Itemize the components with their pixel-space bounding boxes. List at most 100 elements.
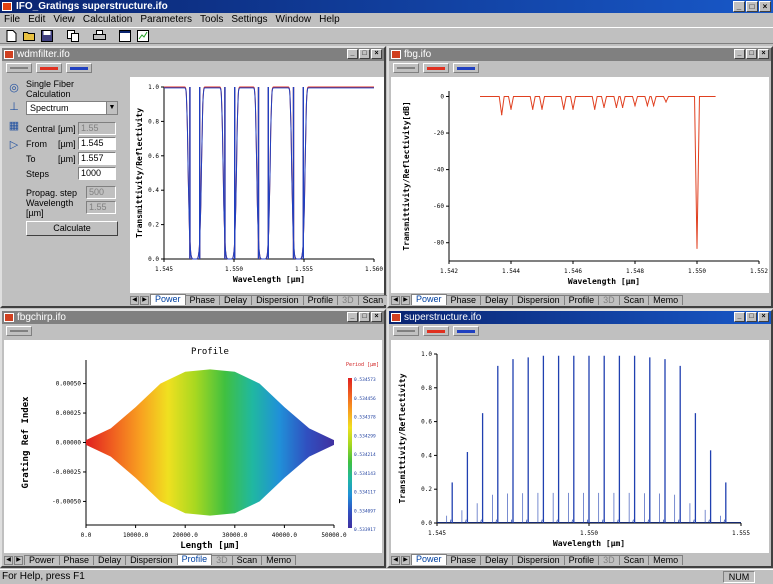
tab-delay[interactable]: Delay [219,295,253,305]
tab-power[interactable]: Power [411,294,447,305]
close-button[interactable]: × [758,312,769,322]
menu-parameters[interactable]: Parameters [140,14,193,25]
mode-select[interactable]: Spectrum ▼ [26,101,118,115]
plot-area[interactable]: 1.542 1.544 1.546 1.548 1.550 1.552 0 -20 -40 -60… [391,77,769,293]
menu-file[interactable]: File [4,14,21,25]
window-fbgchirp[interactable]: fbgchirp.ifo _ □ × 0.0 10000.0 20000.0 3000… [0,309,386,568]
transmission-chart[interactable]: 1.545 1.550 1.555 1.560 0.0 0.2 0.4 0.6 0.8 1.0 Wa… [130,77,384,293]
minimize-button[interactable]: _ [733,1,745,12]
to-field[interactable]: 1.557 [78,152,116,165]
tab-phase[interactable]: Phase [58,555,95,565]
tab-phase[interactable]: Phase [445,555,482,565]
tab-power[interactable]: Power [150,294,186,305]
layout-icon[interactable] [6,326,32,336]
tab-3d[interactable]: 3D [337,295,359,305]
from-field[interactable]: 1.545 [78,137,116,150]
window-title-bar[interactable]: wdmfilter.ifo _ □ × [2,48,384,61]
maximize-button[interactable]: □ [746,312,757,322]
tab-memo[interactable]: Memo [648,295,684,305]
menu-view[interactable]: View [53,14,75,25]
tab-dispersion[interactable]: Dispersion [251,295,304,305]
tab-scroll-right[interactable]: ▶ [401,296,410,305]
profile-chart[interactable]: 0.0 10000.0 20000.0 30000.0 40000.0 50000.0 0.… [4,340,382,553]
tab-scroll-left[interactable]: ◀ [391,556,400,565]
play-icon[interactable]: ▷ [9,139,19,151]
propag-field[interactable]: 500 [86,186,116,199]
print-icon[interactable] [91,29,107,43]
blue-series-toggle[interactable] [453,63,479,73]
menu-edit[interactable]: Edit [28,14,46,25]
tab-dispersion[interactable]: Dispersion [512,555,565,565]
plot-area[interactable]: 1.545 1.550 1.555 1.560 0.0 0.2 0.4 0.6 0.8 1.0 Wa… [130,77,384,293]
tab-3d[interactable]: 3D [598,295,620,305]
tab-memo[interactable]: Memo [261,555,297,565]
new-icon[interactable] [3,29,19,43]
blue-series-toggle[interactable] [453,326,479,336]
window-title-bar[interactable]: fbgchirp.ifo _ □ × [2,311,384,324]
tab-profile[interactable]: Profile [563,555,600,565]
tab-memo[interactable]: Memo [648,555,684,565]
open-icon[interactable] [21,29,37,43]
wavelength-field[interactable]: 1.55 [86,201,116,214]
window-fbg[interactable]: fbg.ifo _ □ × 1.542 1.544 1.546 1.548 1.550 1… [387,46,773,308]
tab-phase[interactable]: Phase [445,295,482,305]
calculate-button[interactable]: Calculate [26,221,118,236]
steps-field[interactable]: 1000 [78,167,116,180]
close-button[interactable]: × [371,49,382,59]
save-icon[interactable] [39,29,55,43]
minimize-button[interactable]: _ [347,49,358,59]
tab-power[interactable]: Power [411,554,447,565]
menu-help[interactable]: Help [319,14,340,25]
maximize-button[interactable]: □ [359,49,370,59]
tab-delay[interactable]: Delay [93,555,127,565]
layout-icon[interactable] [6,63,32,73]
tab-profile[interactable]: Profile [302,295,339,305]
maximize-button[interactable]: □ [746,1,758,12]
minimize-button[interactable]: _ [734,312,745,322]
maximize-button[interactable]: □ [359,312,370,322]
tab-scroll-left[interactable]: ◀ [391,296,400,305]
tab-scroll-left[interactable]: ◀ [130,296,139,305]
tab-scroll-right[interactable]: ▶ [14,556,23,565]
central-field[interactable]: 1.55 [78,122,116,135]
minimize-button[interactable]: _ [734,49,745,59]
blue-series-toggle[interactable] [66,63,92,73]
tab-scan[interactable]: Scan [357,295,389,305]
tab-power[interactable]: Power [24,555,60,565]
tab-scroll-right[interactable]: ▶ [140,296,149,305]
window-superstructure[interactable]: superstructure.ifo _ □ × 1.545 1.550 1.555… [387,309,773,568]
chart-icon[interactable] [135,29,151,43]
tab-scan[interactable]: Scan [231,555,263,565]
layout-icon[interactable] [393,326,419,336]
red-series-toggle[interactable] [423,63,449,73]
tab-scroll-right[interactable]: ▶ [401,556,410,565]
menu-settings[interactable]: Settings [231,14,268,25]
red-series-toggle[interactable] [36,63,62,73]
minimize-button[interactable]: _ [347,312,358,322]
transmission-db-chart[interactable]: 1.542 1.544 1.546 1.548 1.550 1.552 0 -20 -40 -60… [391,77,769,293]
menu-calculation[interactable]: Calculation [82,14,133,25]
close-button[interactable]: × [371,312,382,322]
menu-window[interactable]: Window [275,14,312,25]
tab-dispersion[interactable]: Dispersion [512,295,565,305]
tab-delay[interactable]: Delay [480,555,514,565]
red-series-toggle[interactable] [423,326,449,336]
structure-icon[interactable]: ⊥ [9,101,19,113]
tab-phase[interactable]: Phase [184,295,221,305]
tab-3d[interactable]: 3D [211,555,233,565]
plot-area[interactable]: 0.0 10000.0 20000.0 30000.0 40000.0 50000.0 0.… [4,340,382,553]
close-button[interactable]: × [758,49,769,59]
superstructure-chart[interactable]: 1.545 1.550 1.555 0.0 0.2 0.4 0.6 0.8 1.0 Wavelen… [391,340,769,553]
window-title-bar[interactable]: fbg.ifo _ □ × [389,48,771,61]
target-icon[interactable]: ◎ [9,82,19,94]
tab-scan[interactable]: Scan [618,555,650,565]
tab-profile[interactable]: Profile [563,295,600,305]
plot-area[interactable]: 1.545 1.550 1.555 0.0 0.2 0.4 0.6 0.8 1.0 Wavelen… [391,340,769,553]
tab-profile[interactable]: Profile [176,554,213,565]
window-icon[interactable] [117,29,133,43]
maximize-button[interactable]: □ [746,49,757,59]
close-button[interactable]: × [759,1,771,12]
menu-tools[interactable]: Tools [200,14,224,25]
chevron-down-icon[interactable]: ▼ [106,102,117,114]
tab-scroll-left[interactable]: ◀ [4,556,13,565]
